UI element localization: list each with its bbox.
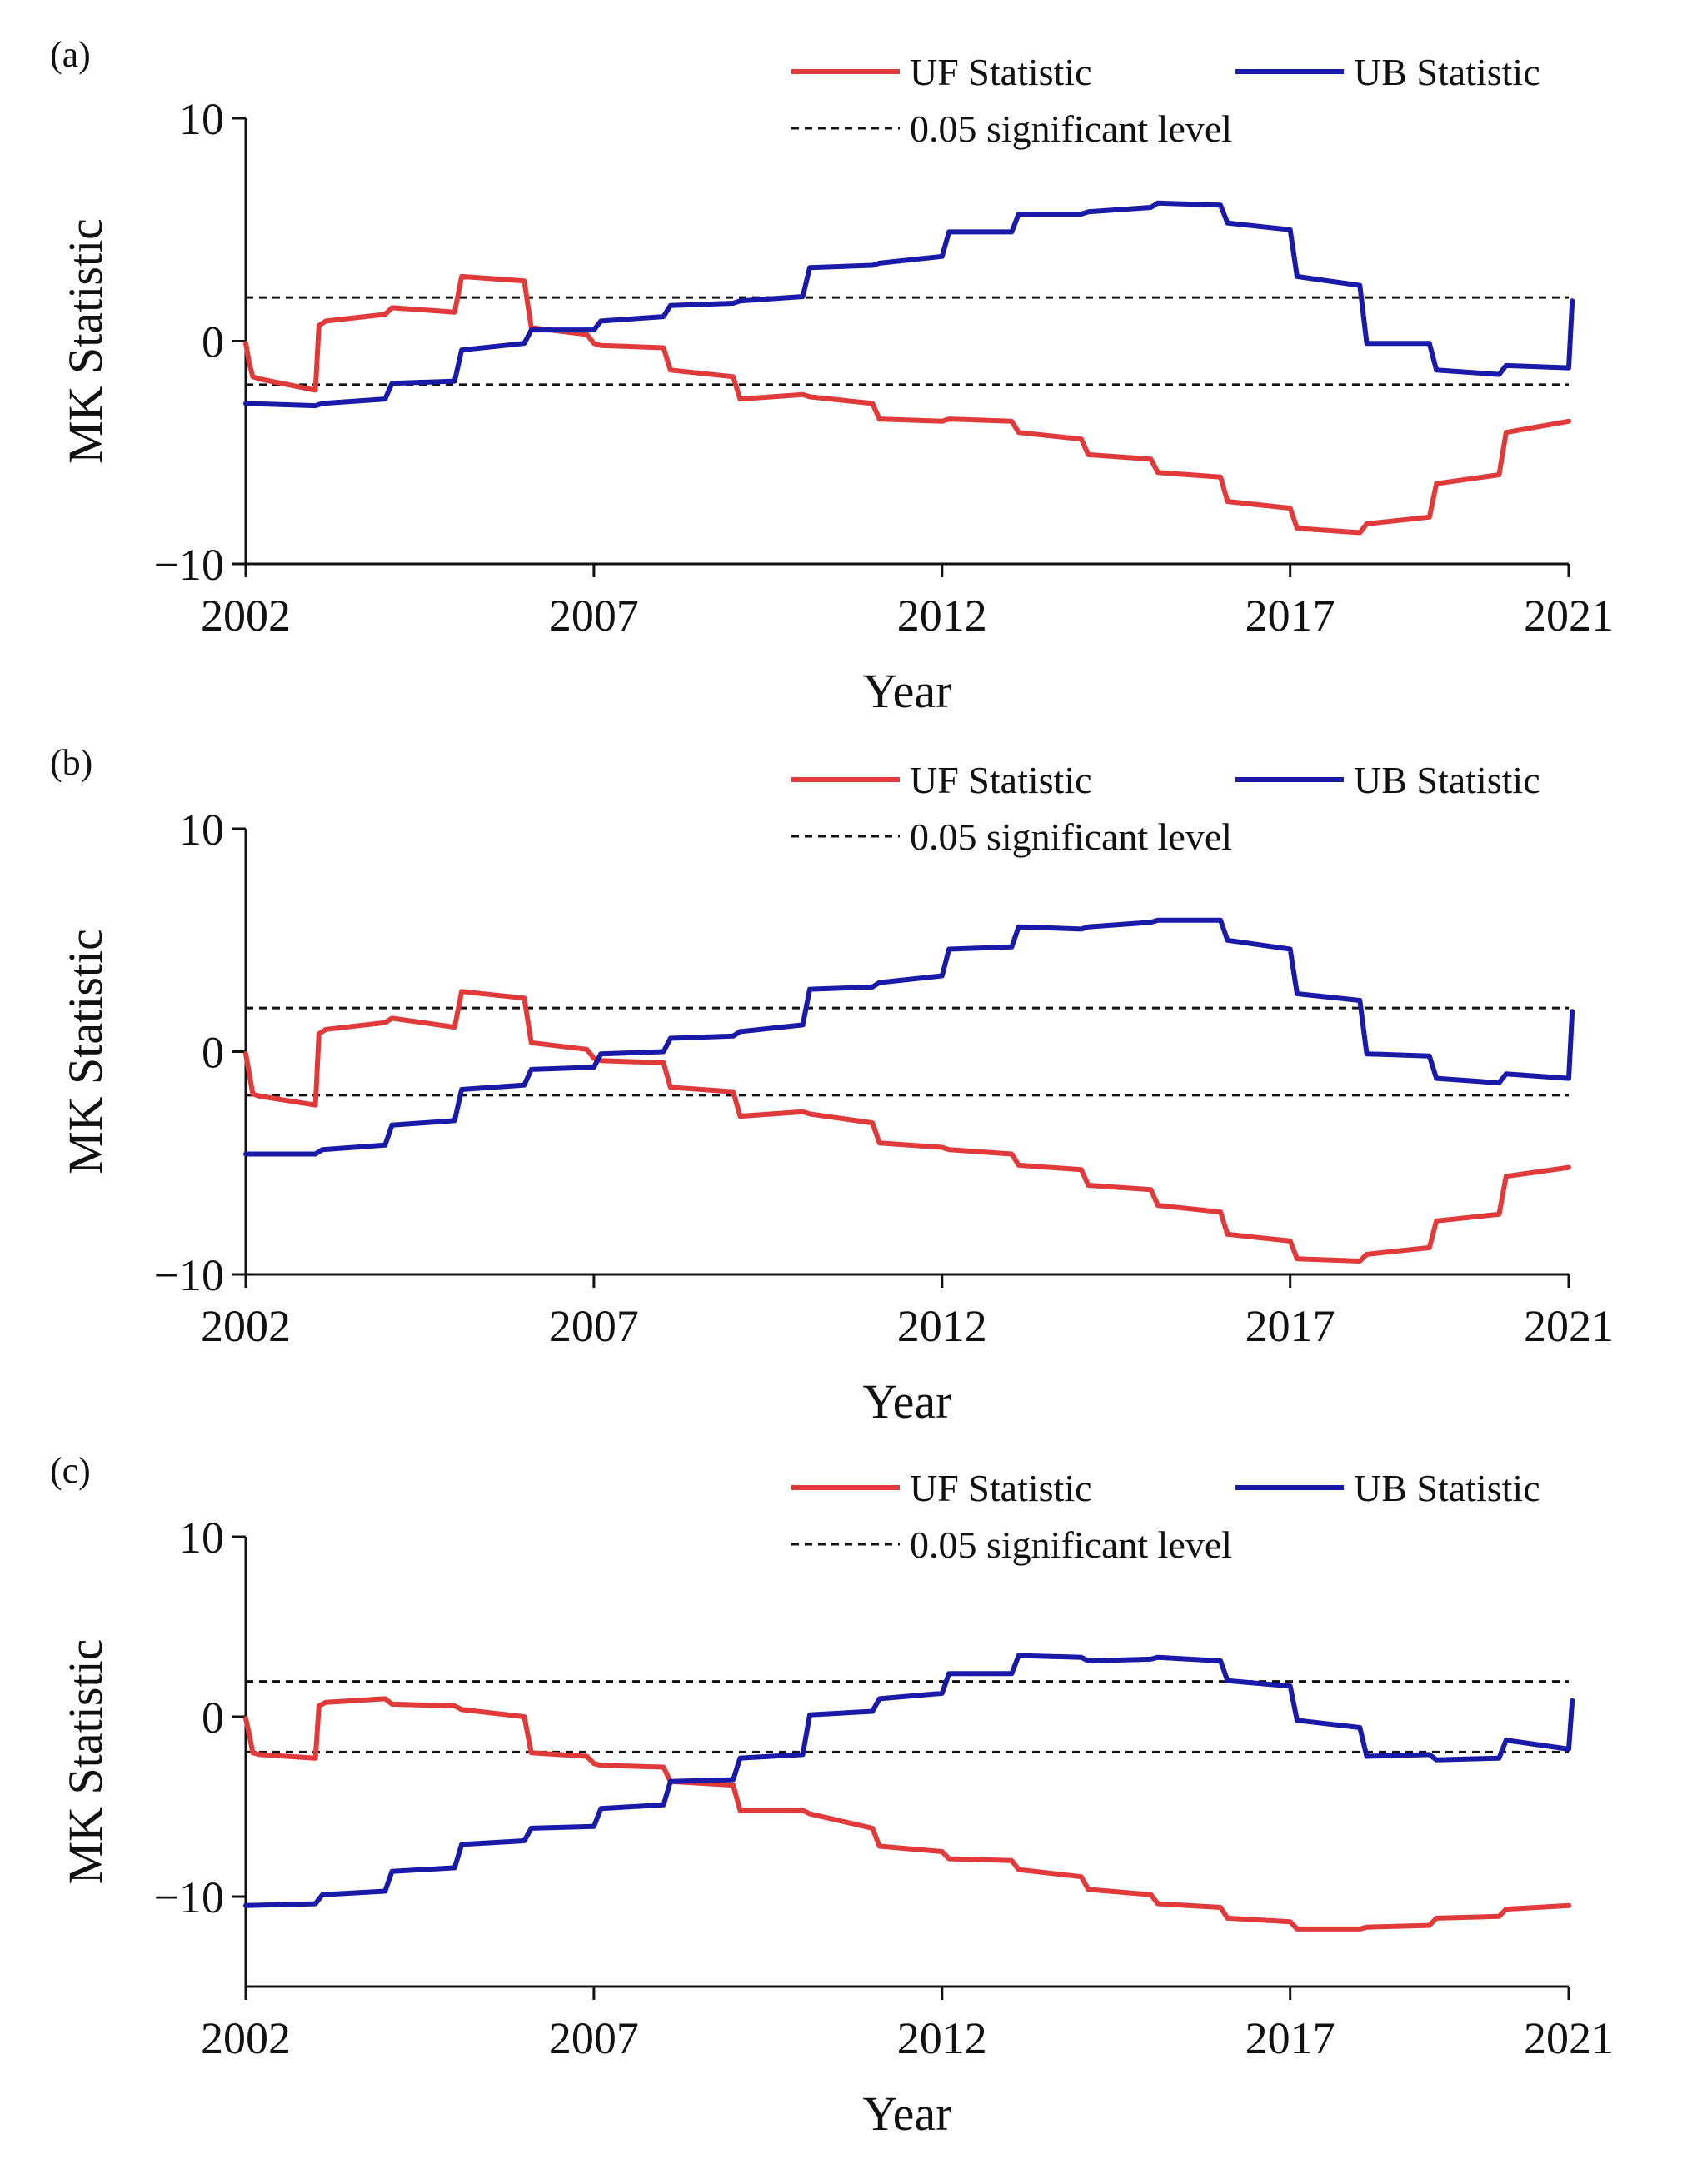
x-tick-label: 2002 [201, 1301, 291, 1351]
x-axis-title: Year [863, 1374, 952, 1429]
chart-panel-1: (a) UF Statistic UB Statistic 0.05 signific… [50, 34, 1614, 718]
legend-label-sig: 0.05 significant level [910, 1523, 1232, 1566]
x-tick-label: 2007 [549, 1301, 639, 1351]
x-tick-label: 2002 [201, 2013, 291, 2063]
series-line-ub [243, 1653, 1575, 1908]
legend-label-ub: UB Statistic [1354, 1467, 1540, 1509]
x-tick-label: 2021 [1524, 1301, 1614, 1351]
x-tick-label: 2017 [1245, 1301, 1335, 1351]
legend-label-uf: UF Statistic [910, 51, 1092, 93]
y-tick-label: −10 [154, 1872, 224, 1922]
legend-label-sig: 0.05 significant level [910, 107, 1232, 150]
series-line-uf [243, 989, 1571, 1264]
panel-label: (b) [50, 742, 92, 783]
legend-label-ub: UB Statistic [1354, 759, 1540, 801]
series-line-uf [243, 273, 1571, 536]
legend: UF Statistic UB Statistic 0.05 significant… [791, 1467, 1540, 1566]
x-tick-label: 2021 [1524, 591, 1614, 641]
legend-label-uf: UF Statistic [910, 759, 1092, 801]
legend-label-sig: 0.05 significant level [910, 815, 1232, 858]
x-tick-label: 2002 [201, 591, 291, 641]
y-axis-title: MK Statistic [58, 1639, 112, 1885]
x-tick-label: 2012 [897, 1301, 987, 1351]
y-tick-label: −10 [154, 1250, 224, 1300]
y-tick-label: 0 [202, 1028, 224, 1078]
legend-label-ub: UB Statistic [1354, 51, 1540, 93]
y-tick-label: 10 [179, 805, 224, 855]
y-axis-title: MK Statistic [58, 218, 112, 464]
legend: UF Statistic UB Statistic 0.05 significant… [791, 51, 1540, 150]
series-line-uf [243, 1696, 1571, 1932]
y-tick-label: 0 [202, 317, 224, 367]
x-tick-label: 2012 [897, 2013, 987, 2063]
x-axis-title: Year [863, 664, 952, 718]
y-tick-label: 0 [202, 1693, 224, 1743]
y-tick-label: 10 [179, 94, 224, 144]
chart-panel-3: (c) UF Statistic UB Statistic 0.05 signific… [50, 1450, 1614, 2141]
y-axis-title: MK Statistic [58, 929, 112, 1174]
x-tick-label: 2017 [1245, 591, 1335, 641]
x-axis-title: Year [863, 2087, 952, 2141]
x-tick-label: 2017 [1245, 2013, 1335, 2063]
series-line-ub [243, 200, 1575, 409]
legend-label-uf: UF Statistic [910, 1467, 1092, 1509]
series-line-ub [243, 917, 1575, 1157]
y-tick-label: −10 [154, 540, 224, 590]
panel-label: (a) [50, 34, 91, 75]
y-tick-label: 10 [179, 1513, 224, 1563]
legend: UF Statistic UB Statistic 0.05 significant… [791, 759, 1540, 858]
panel-label: (c) [50, 1450, 91, 1491]
x-tick-label: 2021 [1524, 2013, 1614, 2063]
x-tick-label: 2007 [549, 2013, 639, 2063]
chart-panel-2: (b) UF Statistic UB Statistic 0.05 signific… [50, 742, 1614, 1429]
x-tick-label: 2007 [549, 591, 639, 641]
x-tick-label: 2012 [897, 591, 987, 641]
